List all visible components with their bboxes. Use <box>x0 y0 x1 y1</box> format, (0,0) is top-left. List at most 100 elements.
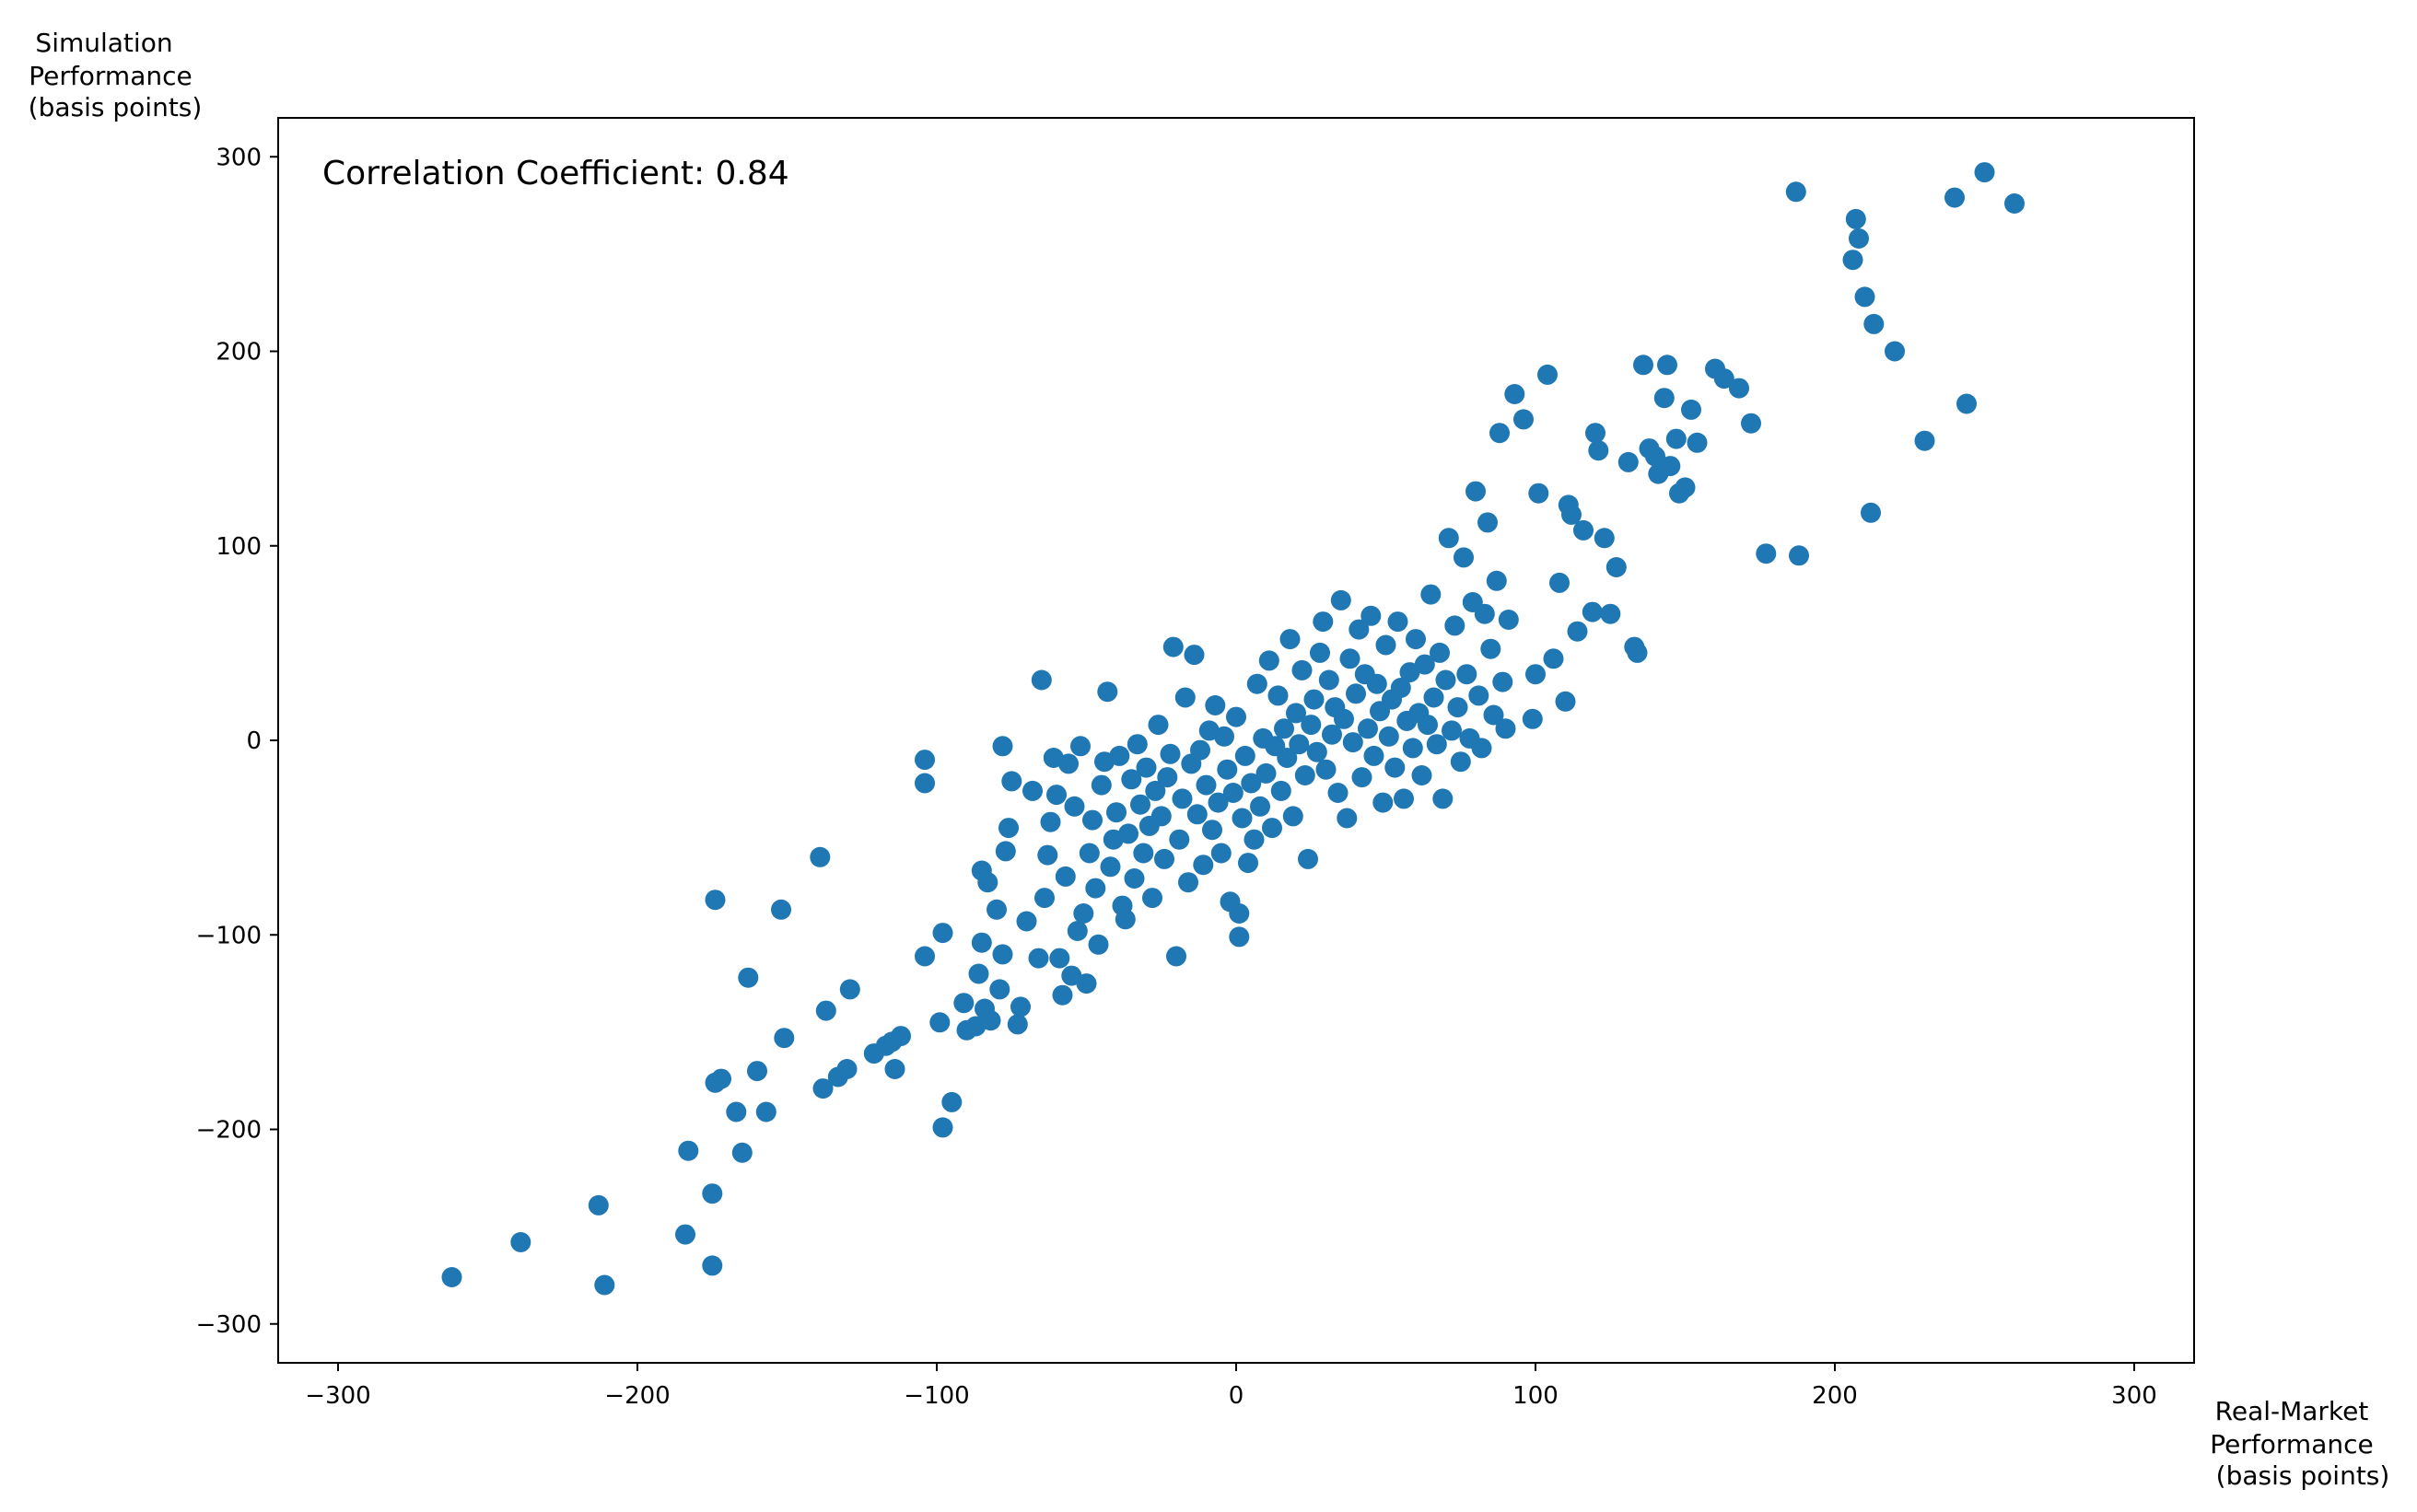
data-point <box>1756 543 1777 564</box>
data-point <box>1049 948 1070 969</box>
data-point <box>702 1255 723 1276</box>
data-point <box>1028 948 1049 969</box>
data-point <box>1100 856 1121 878</box>
x-tick-label: 300 <box>2111 1382 2157 1410</box>
data-point <box>1274 718 1294 739</box>
data-point <box>1193 855 1214 876</box>
data-point <box>1217 759 1238 780</box>
data-point <box>1001 771 1022 792</box>
data-point <box>1210 843 1232 864</box>
data-point <box>1360 605 1382 626</box>
data-point <box>1394 788 1414 809</box>
data-point <box>1178 872 1198 893</box>
data-point <box>1190 739 1210 761</box>
y-axis-ticks: −300 −200 −100 0 100 200 300 <box>196 144 278 1339</box>
data-point <box>1483 704 1504 726</box>
data-point <box>1255 762 1277 784</box>
data-point <box>1432 788 1454 809</box>
data-point <box>1109 745 1130 766</box>
data-point <box>1418 715 1438 736</box>
data-point <box>1665 428 1687 449</box>
data-point <box>1031 669 1052 691</box>
data-point <box>1298 848 1318 869</box>
x-tick-label: 100 <box>1512 1382 1559 1410</box>
data-point <box>1246 673 1267 694</box>
data-point <box>1495 718 1516 739</box>
data-point <box>884 1059 905 1079</box>
data-point <box>1214 726 1234 747</box>
data-point <box>992 736 1013 757</box>
y-tick-label: −300 <box>196 1311 262 1339</box>
data-point <box>1729 378 1749 399</box>
data-point <box>1303 689 1325 710</box>
data-point <box>1390 678 1411 698</box>
data-point <box>1660 456 1681 477</box>
data-point <box>1549 572 1570 593</box>
data-point <box>1306 741 1327 762</box>
data-point <box>510 1232 531 1252</box>
data-point <box>1480 638 1501 659</box>
y-axis-title: Simulation Performance (basis points) <box>29 28 203 122</box>
y-tick-label: −100 <box>196 922 262 949</box>
data-point <box>1528 483 1549 504</box>
data-point <box>1863 313 1885 334</box>
data-point <box>1426 734 1447 755</box>
data-point <box>1498 610 1519 630</box>
data-point <box>836 1059 858 1079</box>
data-point <box>1294 765 1315 785</box>
data-point <box>1414 654 1435 675</box>
y-axis-title-line-3: (basis points) <box>29 92 203 122</box>
x-axis-ticks: −300 −200 −100 0 100 200 300 <box>305 1363 2157 1410</box>
data-point <box>1313 611 1334 633</box>
data-point <box>1861 502 1881 523</box>
data-point <box>1166 946 1186 967</box>
data-point <box>1202 820 1222 841</box>
data-point <box>1097 681 1118 703</box>
data-point <box>941 1091 963 1112</box>
data-point <box>1337 808 1358 829</box>
data-point <box>1342 732 1363 753</box>
data-point <box>915 750 935 771</box>
data-point <box>995 841 1016 862</box>
y-tick-label: 200 <box>216 339 262 366</box>
data-point <box>1270 780 1291 801</box>
data-point <box>1681 399 1701 420</box>
data-point <box>1133 843 1154 864</box>
data-point <box>1438 528 1459 549</box>
data-point <box>1849 228 1869 249</box>
data-point <box>1378 726 1399 747</box>
data-point <box>1318 669 1339 691</box>
data-point <box>1675 477 1696 498</box>
data-point <box>1582 601 1603 622</box>
data-point <box>1160 743 1181 764</box>
data-point <box>2004 193 2025 214</box>
data-point <box>1067 921 1088 941</box>
data-point <box>1605 557 1627 577</box>
data-point <box>1375 634 1396 656</box>
data-point <box>1645 446 1665 467</box>
data-point <box>998 818 1019 839</box>
data-point <box>1162 636 1184 657</box>
x-axis-title-line-2: Performance <box>2210 1429 2373 1460</box>
data-point <box>1741 413 1761 434</box>
data-point <box>1277 748 1298 768</box>
data-point <box>1064 796 1085 817</box>
data-point <box>1169 829 1190 850</box>
data-point <box>1142 888 1162 909</box>
data-point <box>1653 388 1675 409</box>
data-point <box>1687 432 1708 453</box>
data-point <box>1010 996 1031 1018</box>
data-point <box>1617 451 1639 472</box>
data-point <box>1196 774 1217 796</box>
data-point <box>1115 909 1136 930</box>
x-axis-title-line-1: Real-Market <box>2215 1396 2369 1426</box>
data-point <box>1522 708 1543 729</box>
data-point <box>1789 545 1809 566</box>
x-tick-label: −100 <box>904 1382 969 1410</box>
data-point <box>1136 757 1157 778</box>
data-point <box>1286 703 1306 724</box>
data-point <box>588 1194 609 1215</box>
data-point <box>731 1142 753 1163</box>
y-tick-label: 100 <box>216 533 262 561</box>
